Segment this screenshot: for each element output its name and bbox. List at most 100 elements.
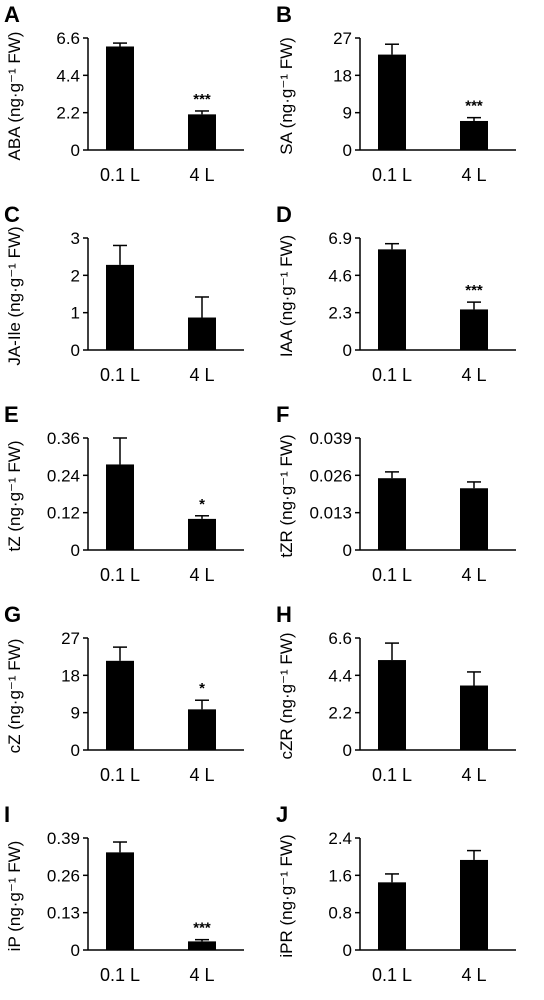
y-axis-label: cZR (ng·g⁻¹ FW) (277, 632, 296, 759)
y-tick-label: 1.6 (328, 866, 352, 885)
y-tick-label: 0 (343, 141, 352, 160)
category-label: 0.1 L (372, 765, 412, 785)
y-axis-label: tZ (ng·g⁻¹ FW) (5, 441, 24, 552)
bar (460, 859, 488, 950)
significance-label: * (199, 496, 205, 513)
y-axis-label: SA (ng·g⁻¹ FW) (277, 37, 296, 155)
y-axis-label: ABA (ng·g⁻¹ FW) (5, 32, 24, 161)
y-tick-label: 0.039 (309, 429, 352, 448)
panel-i: I 0 0.13 0.26 0.39 iP (ng·g⁻¹ FW) 0.1 L *** 4 L (4, 802, 244, 985)
y-tick-label: 2.2 (56, 104, 80, 123)
category-label: 4 L (189, 965, 214, 985)
y-tick-label: 0 (343, 541, 352, 560)
y-tick-label: 1 (71, 304, 80, 323)
y-tick-label: 18 (61, 666, 80, 685)
y-axis-label: iP (ng·g⁻¹ FW) (5, 841, 24, 952)
y-tick-label: 0.13 (47, 904, 80, 923)
y-tick-label: 4.6 (328, 266, 352, 285)
category-label: 4 L (461, 565, 486, 585)
y-tick-label: 0 (343, 741, 352, 760)
y-tick-label: 4.4 (328, 666, 352, 685)
bar (460, 309, 488, 350)
y-tick-label: 3 (71, 229, 80, 248)
bar (460, 685, 488, 750)
panel-letter: E (4, 402, 19, 427)
category-label: 0.1 L (372, 365, 412, 385)
y-tick-label: 2.3 (328, 304, 352, 323)
category-label: 0.1 L (372, 965, 412, 985)
y-axis-label: JA-Ile (ng·g⁻¹ FW) (5, 226, 24, 365)
significance-label: *** (193, 91, 211, 108)
y-tick-label: 4.4 (56, 66, 80, 85)
y-tick-label: 0 (71, 141, 80, 160)
category-label: 0.1 L (372, 165, 412, 185)
y-tick-label: 18 (333, 66, 352, 85)
category-label: 4 L (461, 365, 486, 385)
y-tick-label: 0.013 (309, 504, 352, 523)
bar (106, 660, 134, 750)
panel-letter: H (276, 602, 292, 627)
significance-label: *** (193, 920, 211, 937)
panel-f: F 0 0.013 0.026 0.039 tZR (ng·g⁻¹ FW) 0.1 L 4 L (276, 402, 516, 585)
panel-d: D 0 2.3 4.6 6.9 IAA (ng·g⁻¹ FW) 0.1 L *** 4 L (276, 202, 516, 385)
panel-letter: J (276, 802, 288, 827)
y-tick-label: 6.9 (328, 229, 352, 248)
y-tick-label: 6.6 (328, 629, 352, 648)
panel-letter: C (4, 202, 20, 227)
bar (106, 464, 134, 550)
category-label: 4 L (189, 765, 214, 785)
panel-letter: D (276, 202, 292, 227)
panel-letter: F (276, 402, 289, 427)
bar (188, 709, 216, 750)
y-tick-label: 0 (343, 941, 352, 960)
panel-c: C 0 1 2 3 JA-Ile (ng·g⁻¹ FW) 0.1 L 4 L (4, 202, 244, 385)
y-tick-label: 9 (71, 704, 80, 723)
bar (188, 114, 216, 150)
y-tick-label: 0 (343, 341, 352, 360)
panel-letter: B (276, 2, 292, 27)
significance-label: *** (465, 282, 483, 299)
y-tick-label: 2.2 (328, 704, 352, 723)
bar (106, 264, 134, 350)
category-label: 4 L (461, 965, 486, 985)
y-tick-label: 0 (71, 941, 80, 960)
bar (378, 54, 406, 151)
bar (378, 249, 406, 350)
bar (106, 852, 134, 950)
y-tick-label: 2 (71, 266, 80, 285)
panel-a: A 0 2.2 4.4 6.6 ABA (ng·g⁻¹ FW) 0.1 L *** 4 L (4, 2, 244, 185)
significance-label: * (199, 680, 205, 697)
panel-j: J 0 0.8 1.6 2.4 iPR (ng·g⁻¹ FW) 0.1 L 4 L (276, 802, 516, 985)
category-label: 4 L (189, 365, 214, 385)
significance-label: *** (465, 98, 483, 115)
y-tick-label: 0 (71, 541, 80, 560)
y-tick-label: 0.026 (309, 466, 352, 485)
bar (188, 941, 216, 950)
y-tick-label: 6.6 (56, 29, 80, 48)
y-tick-label: 9 (343, 104, 352, 123)
bar (378, 882, 406, 950)
y-tick-label: 0 (71, 341, 80, 360)
bar (188, 518, 216, 550)
y-tick-label: 0.24 (47, 466, 80, 485)
panel-letter: A (4, 2, 20, 27)
y-axis-label: IAA (ng·g⁻¹ FW) (277, 235, 296, 357)
y-tick-label: 0.36 (47, 429, 80, 448)
y-axis-label: tZR (ng·g⁻¹ FW) (277, 434, 296, 557)
bar (106, 46, 134, 150)
bar (188, 317, 216, 350)
panel-letter: G (4, 602, 21, 627)
category-label: 0.1 L (100, 765, 140, 785)
y-tick-label: 27 (61, 629, 80, 648)
bar (460, 488, 488, 550)
category-label: 4 L (189, 565, 214, 585)
y-tick-label: 0.26 (47, 866, 80, 885)
category-label: 0.1 L (372, 565, 412, 585)
bar (460, 120, 488, 150)
category-label: 0.1 L (100, 165, 140, 185)
y-tick-label: 0.8 (328, 904, 352, 923)
y-axis-label: iPR (ng·g⁻¹ FW) (277, 834, 296, 957)
category-label: 0.1 L (100, 365, 140, 385)
y-tick-label: 27 (333, 29, 352, 48)
